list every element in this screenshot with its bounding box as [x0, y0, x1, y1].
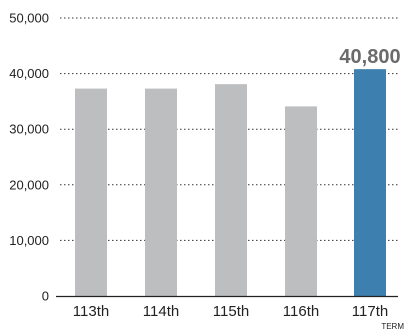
x-tick-label: 114th — [143, 303, 179, 320]
highlight-value-label: 40,800 — [339, 46, 400, 68]
y-tick-label: 0 — [42, 289, 49, 304]
x-tick-label: 116th — [283, 303, 319, 320]
y-tick-label: 30,000 — [9, 122, 49, 137]
y-tick-label: 40,000 — [9, 66, 49, 81]
bar-113th — [75, 88, 107, 296]
x-tick-label: 117th — [352, 303, 388, 320]
x-tick-labels: 113th 114th 115th 116th 117th — [73, 303, 388, 320]
x-tick-label: 113th — [73, 303, 109, 320]
y-tick-label: 10,000 — [9, 233, 49, 248]
y-tick-label: 50,000 — [9, 11, 49, 26]
x-axis-unit-label: TERM — [381, 322, 404, 331]
bar-117th — [354, 69, 386, 296]
bar-116th — [285, 106, 317, 297]
y-tick-labels: 0 10,000 20,000 30,000 40,000 50,000 — [9, 11, 49, 304]
y-tick-label: 20,000 — [9, 177, 49, 192]
bar-115th — [215, 84, 247, 296]
x-tick-label: 115th — [213, 303, 249, 320]
bar-114th — [145, 88, 177, 296]
bars — [75, 69, 386, 297]
